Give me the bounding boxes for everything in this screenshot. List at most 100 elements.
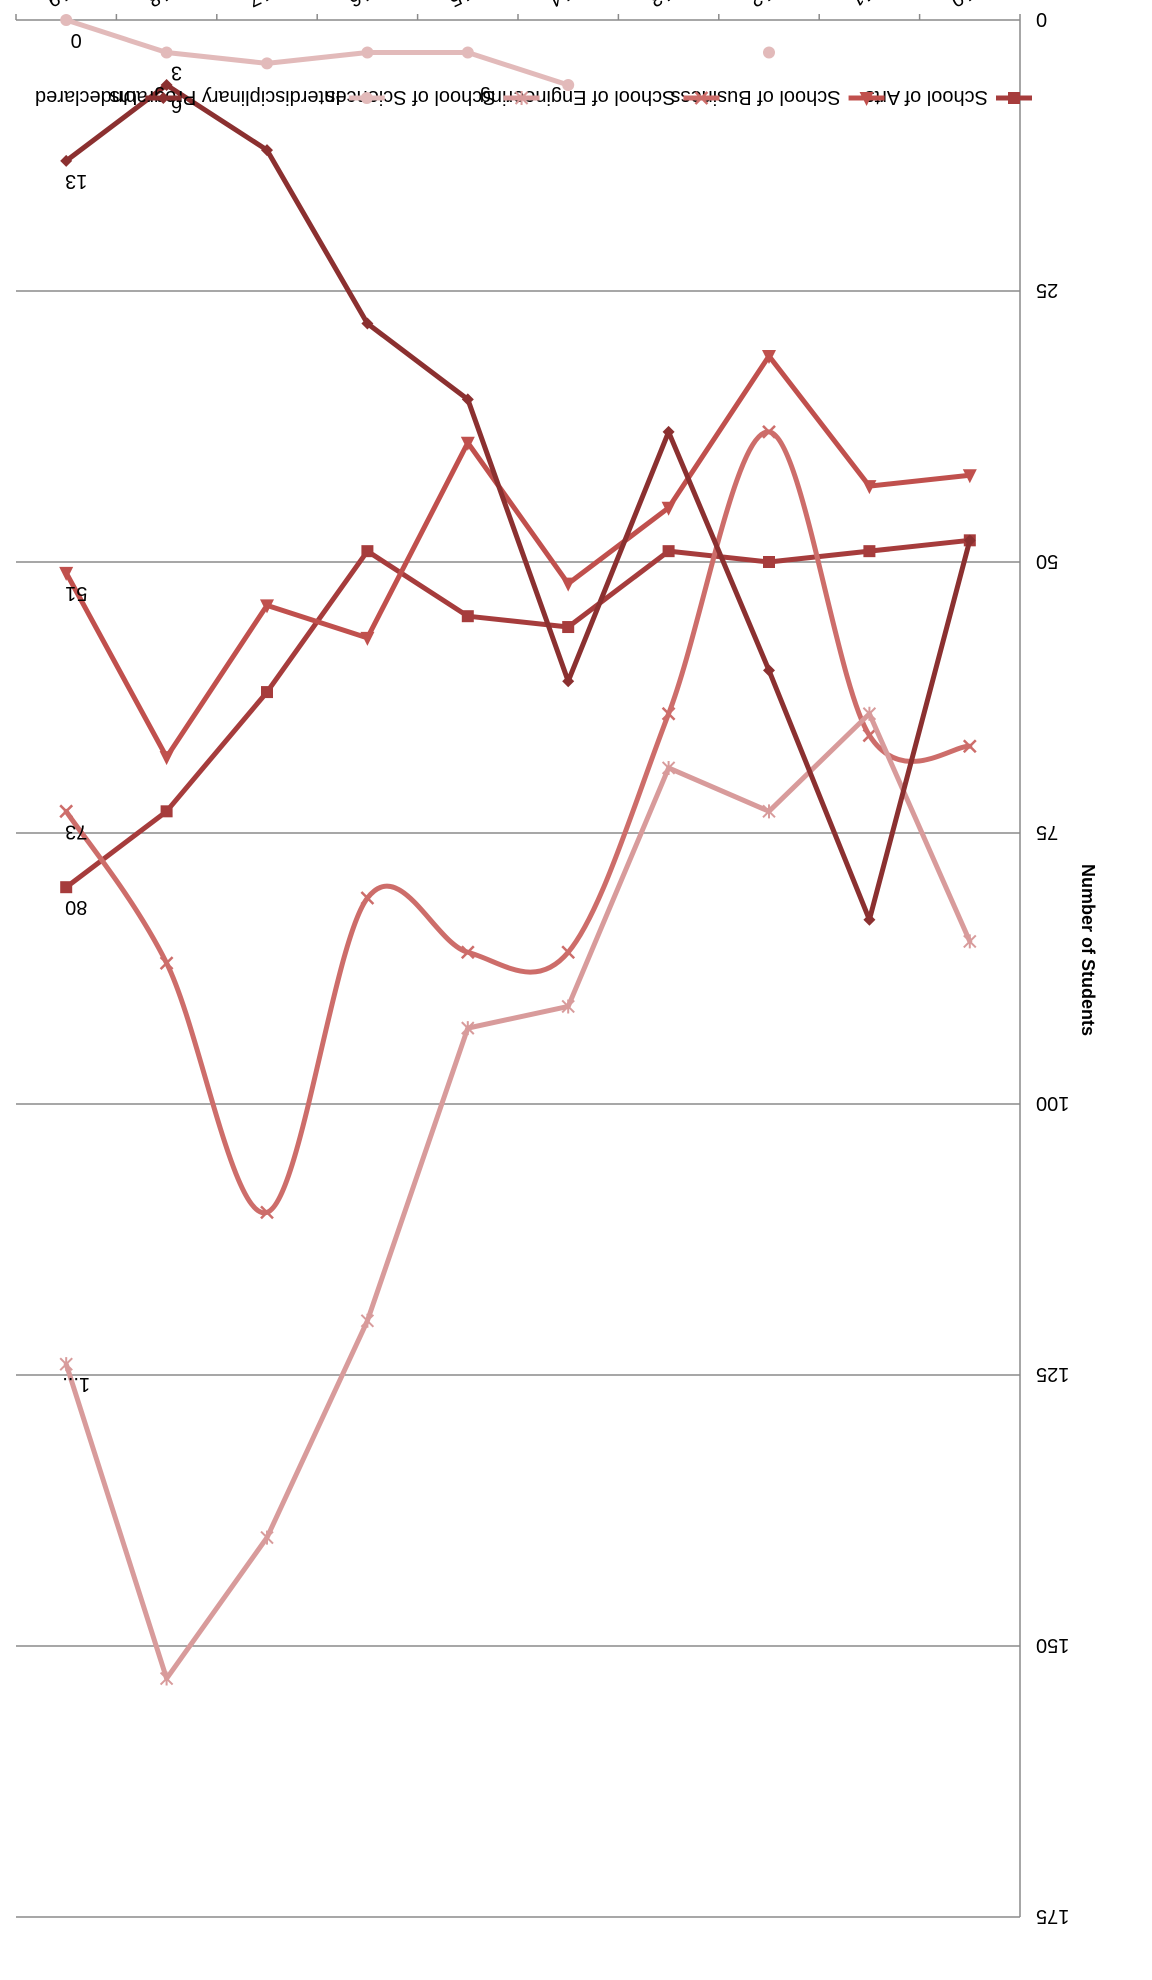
legend-label-interdisciplinary-programs: Interdisciplinary Programs <box>110 86 341 108</box>
data-point-school-of-arts <box>60 881 73 894</box>
data-point-interdisciplinary-programs <box>261 57 273 70</box>
x-tick-label: 2015 <box>446 0 496 11</box>
data-point-school-of-engineering <box>159 956 174 970</box>
x-tick-label: 2010 <box>948 0 998 11</box>
legend-item-school-of-engineering: School of Engineering <box>480 86 720 108</box>
data-point-school-of-arts <box>863 545 876 558</box>
legend-item-school-of-business: School of Business <box>670 86 885 108</box>
data-point-school-of-sciences <box>963 934 977 949</box>
data-point-interdisciplinary-programs <box>763 46 775 59</box>
y-tick-label: 0 <box>1036 8 1047 30</box>
legend-item-interdisciplinary-programs: Interdisciplinary Programs <box>110 86 385 108</box>
x-tick-label: 2011 <box>848 0 896 10</box>
data-point-school-of-arts <box>662 545 675 558</box>
legend-item-school-of-arts: School of Arts <box>865 86 1032 108</box>
data-point-school-of-business <box>561 577 576 592</box>
data-point-school-of-arts <box>461 610 474 623</box>
y-tick-label: 75 <box>1036 821 1058 843</box>
data-point-undeclared <box>461 393 474 406</box>
data-point-school-of-business <box>360 631 375 646</box>
data-point-school-of-arts <box>763 556 775 568</box>
data-point-school-of-arts <box>261 686 273 699</box>
data-point-school-of-business <box>962 469 977 484</box>
x-tick-label: 2013 <box>646 0 696 11</box>
data-point-interdisciplinary-programs <box>461 46 474 59</box>
data-point-school-of-sciences <box>59 1357 73 1372</box>
series-interdisciplinary-programs: 30 <box>60 14 775 92</box>
data-point-school-of-sciences <box>159 1671 174 1686</box>
data-point-interdisciplinary-programs <box>562 79 575 92</box>
series-line-school-of-business <box>63 353 973 760</box>
data-point-school-of-engineering <box>260 1205 274 1220</box>
data-point-school-of-engineering <box>762 425 776 439</box>
legend-label-school-of-engineering: School of Engineering <box>480 86 676 108</box>
y-tick-label: 175 <box>1036 1905 1069 1927</box>
legend-label-undeclared: Undeclared <box>35 86 137 108</box>
data-point-school-of-engineering <box>661 706 676 721</box>
data-point-school-of-engineering <box>59 804 74 819</box>
data-point-school-of-sciences <box>360 1313 375 1328</box>
data-point-school-of-business <box>661 501 676 516</box>
data-point-school-of-sciences <box>260 1530 274 1545</box>
data-point-school-of-business <box>260 599 274 614</box>
x-tick-label: 2014 <box>546 0 596 11</box>
y-axis: 0 25 50 75 100 125 150 175 <box>1019 8 1069 1927</box>
data-point-school-of-business <box>159 751 174 766</box>
series-line-school-of-sciences <box>63 711 973 1682</box>
y-tick-label: 25 <box>1036 279 1058 301</box>
data-point-school-of-arts <box>160 805 173 818</box>
x-tick-label: 2012 <box>747 0 797 11</box>
legend-label-school-of-business: School of Business <box>670 86 840 108</box>
data-label-school-of-sciences: 1... <box>62 1373 90 1395</box>
data-point-school-of-engineering <box>962 739 977 754</box>
data-label-school-of-business: 51 <box>65 582 87 604</box>
data-point-school-of-sciences <box>561 999 575 1014</box>
data-point-undeclared <box>261 144 273 157</box>
data-point-undeclared <box>963 534 976 547</box>
legend-label-school-of-arts: School of Arts <box>865 86 988 108</box>
data-point-school-of-business <box>762 350 776 365</box>
y-tick-label: 100 <box>1036 1092 1069 1114</box>
series-school-of-business: 51 <box>59 350 977 766</box>
data-point-interdisciplinary-programs <box>60 14 73 26</box>
data-point-undeclared <box>662 425 675 438</box>
data-point-undeclared <box>160 79 173 92</box>
series-school-of-sciences: 1... <box>59 706 977 1686</box>
data-point-school-of-engineering <box>360 891 375 905</box>
series-line-undeclared <box>63 82 973 923</box>
data-point-school-of-sciences <box>661 760 676 775</box>
x-tick-label: 2016 <box>345 0 395 11</box>
data-point-interdisciplinary-programs <box>160 46 173 59</box>
legend-marker-school-of-business <box>859 92 874 106</box>
y-axis-title: Number of Students <box>1078 864 1098 1036</box>
data-point-undeclared <box>361 317 374 330</box>
data-point-school-of-arts <box>361 545 374 558</box>
x-axis: 2010 2011 2012 2013 2014 2015 2016 2017 2018 2019 <box>15 0 1021 21</box>
data-point-school-of-engineering <box>862 728 877 743</box>
series-school-of-engineering: 73 <box>59 425 977 1220</box>
series-undeclared: 6 13 <box>60 79 976 926</box>
data-label-interdisciplinary-programs: 0 <box>71 29 82 51</box>
legend-marker-interdisciplinary-programs <box>360 92 373 104</box>
data-point-school-of-business <box>59 566 74 581</box>
series-line-school-of-engineering <box>63 429 973 1215</box>
data-point-interdisciplinary-programs <box>361 46 374 59</box>
series-school-of-arts: 80 <box>60 534 976 918</box>
y-tick-label: 50 <box>1036 550 1058 572</box>
data-point-school-of-sciences <box>461 1021 475 1036</box>
data-point-school-of-business <box>862 480 877 495</box>
y-tick-label: 125 <box>1036 1363 1069 1385</box>
legend-marker-school-of-engineering <box>694 91 709 105</box>
data-point-undeclared <box>763 664 775 677</box>
series-line-interdisciplinary-programs <box>63 17 571 88</box>
data-label-undeclared: 13 <box>65 170 87 192</box>
rotated-chart-group: 0 25 50 75 100 125 150 175 Number of Students 2… <box>15 0 1098 1927</box>
data-point-school-of-engineering <box>460 945 475 960</box>
data-point-school-of-business <box>460 436 475 451</box>
data-label-school-of-arts: 80 <box>65 896 87 918</box>
data-point-school-of-arts <box>562 621 575 634</box>
x-tick-label: 2018 <box>144 0 194 11</box>
legend-marker-school-of-arts <box>1008 92 1020 104</box>
